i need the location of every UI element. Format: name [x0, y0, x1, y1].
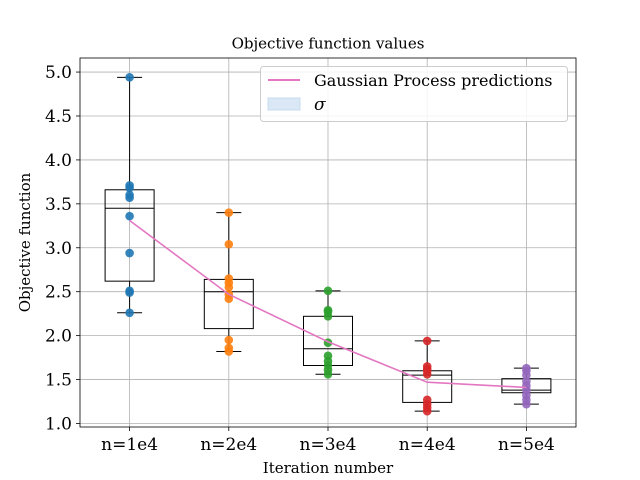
- y-tick-label: 5.0: [45, 63, 72, 83]
- y-tick-label: 3.5: [45, 195, 72, 215]
- x-axis-ticks: n=1e4 n=2e4 n=3e4 n=4e4 n=5e4: [101, 427, 555, 455]
- data-point: [522, 377, 531, 386]
- y-tick-label: 3.0: [45, 239, 72, 259]
- x-axis-label: Iteration number: [263, 459, 394, 477]
- legend-frame: [260, 66, 568, 122]
- x-tick-label: n=5e4: [498, 435, 555, 455]
- data-point: [323, 351, 333, 361]
- y-tick-label: 2.0: [45, 327, 72, 347]
- y-tick-label: 1.0: [45, 414, 72, 434]
- data-point: [224, 239, 234, 249]
- x-tick-label: n=1e4: [101, 435, 158, 455]
- data-point: [224, 208, 234, 217]
- series-line: [129, 219, 527, 389]
- data-point: [125, 308, 134, 318]
- y-tick-label: 4.5: [45, 107, 72, 127]
- legend-line-label: Gaussian Process predictions: [314, 71, 552, 90]
- data-point: [224, 343, 234, 353]
- x-tick-label: n=3e4: [300, 435, 357, 455]
- y-tick-label: 1.5: [45, 371, 72, 391]
- data-point: [422, 362, 432, 371]
- data-point: [323, 286, 333, 296]
- data-point: [422, 395, 432, 405]
- data-point: [125, 248, 134, 258]
- x-tick-label: n=2e4: [200, 435, 257, 455]
- x-tick-label: n=4e4: [399, 435, 456, 455]
- data-point: [125, 181, 134, 190]
- data-point: [323, 305, 333, 315]
- y-tick-label: 2.5: [45, 283, 72, 303]
- gp-prediction-series: [129, 219, 527, 389]
- legend: Gaussian Process predictions σ: [260, 66, 568, 122]
- y-axis-label: Objective function: [16, 172, 34, 312]
- legend-band-swatch: [267, 97, 301, 111]
- data-point: [125, 190, 134, 200]
- chart-title: Objective function values: [232, 35, 425, 53]
- data-point: [224, 335, 234, 345]
- data-point: [125, 73, 134, 82]
- data-point: [422, 336, 432, 346]
- legend-band-label: σ: [314, 95, 326, 115]
- data-point: [522, 363, 531, 373]
- y-axis-ticks: 1.0 1.5 2.0 2.5 3.0 3.5 4.0 4.5 5.0: [45, 63, 80, 434]
- data-point: [125, 286, 134, 296]
- y-tick-label: 4.0: [45, 151, 72, 171]
- data-point: [224, 274, 234, 283]
- data-point: [125, 211, 134, 221]
